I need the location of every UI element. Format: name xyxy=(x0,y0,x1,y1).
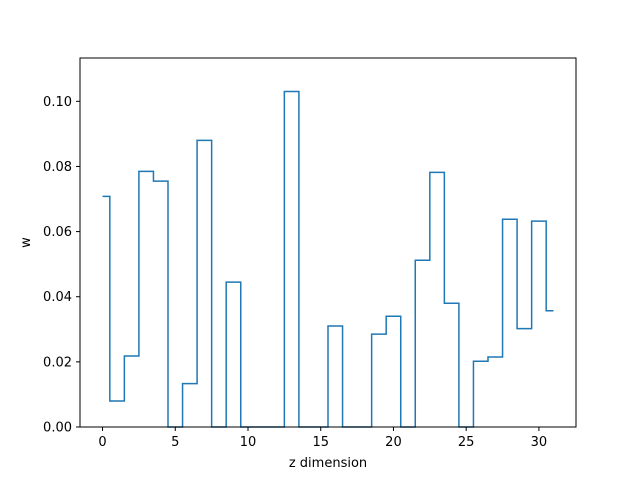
axes-frame xyxy=(79,57,577,428)
x-tick-label: 0 xyxy=(98,435,106,450)
y-tick-label: 0.00 xyxy=(43,421,72,436)
y-tick-label: 0.06 xyxy=(43,225,72,240)
series-step-line xyxy=(102,90,554,428)
y-tick-label: 0.10 xyxy=(43,95,72,110)
x-tick-label: 10 xyxy=(240,435,257,450)
y-axis-label: w xyxy=(19,237,34,248)
x-tick-label: 5 xyxy=(171,435,179,450)
y-tick-label: 0.02 xyxy=(43,355,72,370)
x-tick-label: 25 xyxy=(458,435,475,450)
plot-marks xyxy=(102,90,554,428)
x-tick-label: 30 xyxy=(531,435,548,450)
x-tick-label: 20 xyxy=(385,435,402,450)
y-axis-ticks: 0.00 0.02 0.04 0.06 0.08 0.10 xyxy=(43,95,80,436)
y-tick-label: 0.04 xyxy=(43,290,72,305)
x-axis-ticks: 0 5 10 15 20 25 30 xyxy=(98,427,547,450)
x-axis-label: z dimension xyxy=(289,456,367,471)
y-tick-label: 0.08 xyxy=(43,160,72,175)
x-tick-label: 15 xyxy=(312,435,329,450)
